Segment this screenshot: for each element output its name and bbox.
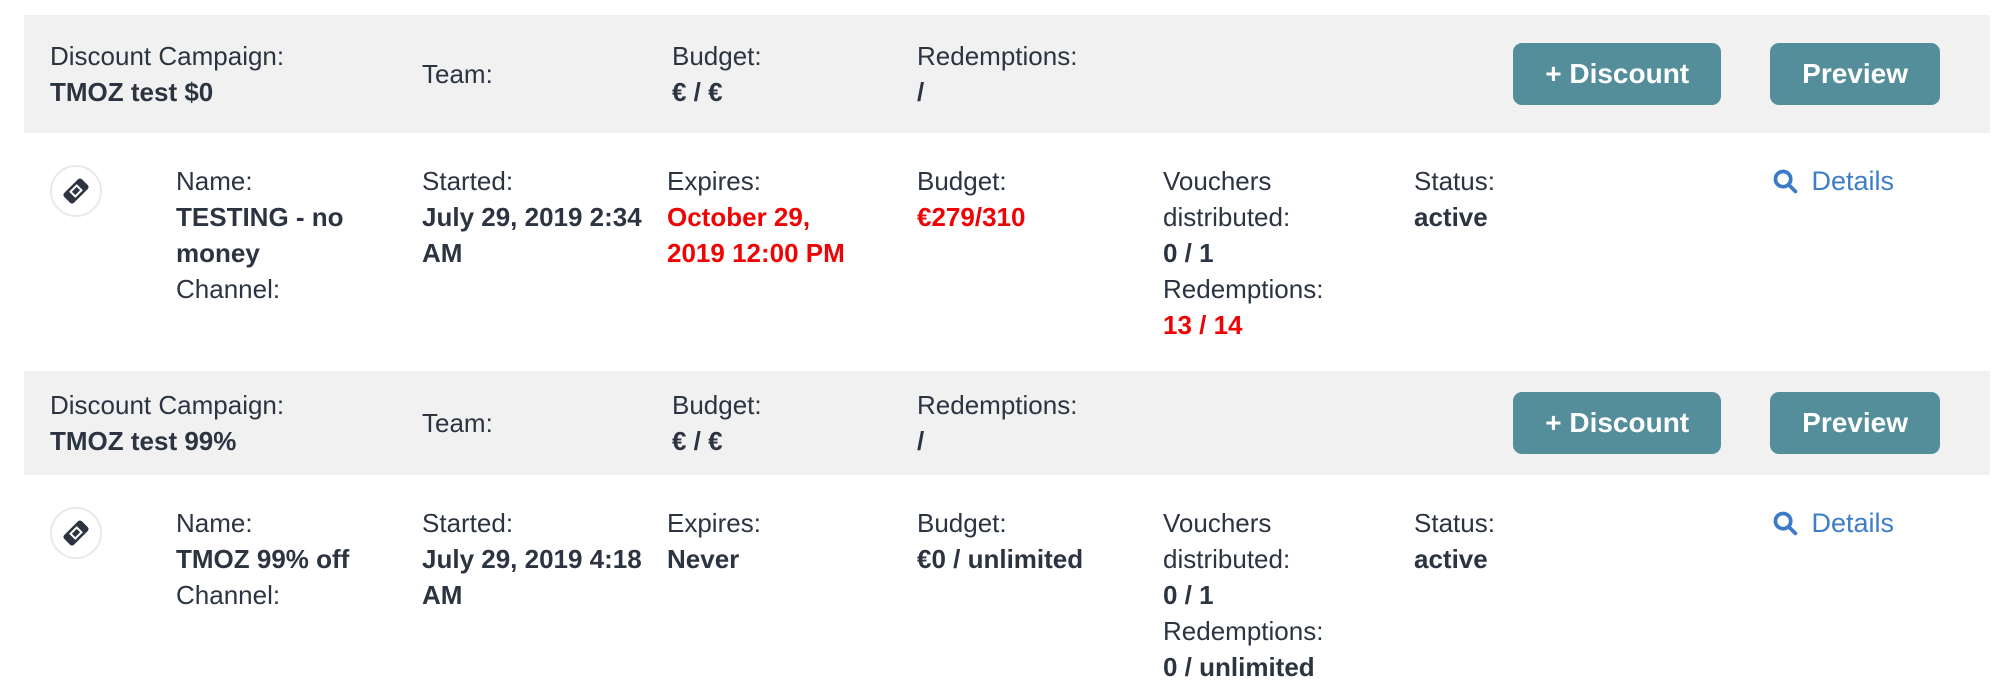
discount-name: TMOZ 99% off [176, 544, 350, 574]
redemptions-label: Redemptions: [917, 41, 1078, 71]
started-cell: Started: July 29, 2019 2:34 AM [422, 163, 657, 271]
redemptions-value: 0 / unlimited [1163, 652, 1315, 682]
started-label: Started: [422, 508, 514, 538]
status-value: active [1414, 202, 1488, 232]
status-label: Status: [1414, 166, 1495, 196]
started-value: July 29, 2019 4:18 AM [422, 544, 642, 610]
vouchers-cell: Vouchers distributed: 0 / 1 Redemptions:… [1163, 163, 1358, 343]
expires-label: Expires: [667, 166, 761, 196]
started-label: Started: [422, 166, 514, 196]
channel-label: Channel: [176, 274, 281, 304]
budget-cell: Budget: €0 / unlimited [917, 505, 1147, 577]
ticket-icon [50, 507, 102, 559]
redemptions-value: / [917, 77, 925, 107]
expires-label: Expires: [667, 508, 761, 538]
team-cell: Team: [422, 405, 672, 441]
search-icon [1774, 511, 1798, 535]
preview-button[interactable]: Preview [1770, 392, 1940, 454]
expires-value: October 29, 2019 12:00 PM [667, 202, 845, 268]
redemptions-label: Redemptions: [1163, 616, 1324, 646]
preview-button[interactable]: Preview [1770, 43, 1940, 105]
campaign-budget-cell: Budget: € / € [672, 387, 917, 459]
discount-name: TESTING - no money [176, 202, 344, 268]
vouchers-distributed-label: Vouchers distributed: [1163, 508, 1291, 574]
details-label: Details [1811, 166, 1894, 196]
status-cell: Status: active [1414, 505, 1584, 577]
campaign-actions: + Discount Preview [1513, 392, 1940, 454]
campaign-label: Discount Campaign: [50, 390, 285, 420]
team-label: Team: [422, 408, 493, 438]
campaign-name: TMOZ test 99% [50, 426, 237, 456]
vouchers-distributed-value: 0 / 1 [1163, 580, 1214, 610]
channel-label: Channel: [176, 580, 281, 610]
expires-cell: Expires: October 29, 2019 12:00 PM [667, 163, 872, 271]
campaign-redemptions-cell: Redemptions: / [917, 387, 1163, 459]
campaign-redemptions-cell: Redemptions: / [917, 38, 1163, 110]
discount-row: Name: TESTING - no money Channel: Starte… [24, 133, 1990, 371]
budget-label: Budget: [672, 41, 762, 71]
expires-value: Never [667, 544, 740, 574]
details-label: Details [1811, 508, 1894, 538]
redemptions-value: / [917, 426, 925, 456]
details-link[interactable]: Details [1771, 163, 1894, 199]
budget-value: € / € [672, 77, 723, 107]
name-cell: Name: TESTING - no money Channel: [176, 163, 376, 307]
name-label: Name: [176, 166, 253, 196]
team-cell: Team: [422, 56, 672, 92]
status-cell: Status: active [1414, 163, 1584, 235]
name-cell: Name: TMOZ 99% off Channel: [176, 505, 376, 613]
campaign-actions: + Discount Preview [1513, 43, 1940, 105]
add-discount-button[interactable]: + Discount [1513, 43, 1722, 105]
team-label: Team: [422, 59, 493, 89]
redemptions-label: Redemptions: [1163, 274, 1324, 304]
budget-label: Budget: [672, 390, 762, 420]
discount-icon-cell [50, 163, 176, 217]
discount-row: Name: TMOZ 99% off Channel: Started: Jul… [24, 475, 1990, 699]
budget-value: €0 / unlimited [917, 544, 1084, 574]
campaign-name: TMOZ test $0 [50, 77, 214, 107]
budget-label: Budget: [917, 166, 1007, 196]
ticket-icon [50, 165, 102, 217]
budget-value: €279/310 [917, 202, 1026, 232]
status-value: active [1414, 544, 1488, 574]
details-cell: Details [1771, 163, 1990, 201]
started-value: July 29, 2019 2:34 AM [422, 202, 642, 268]
search-icon [1774, 169, 1798, 193]
vouchers-distributed-label: Vouchers distributed: [1163, 166, 1291, 232]
redemptions-label: Redemptions: [917, 390, 1078, 420]
status-label: Status: [1414, 508, 1495, 538]
budget-value: € / € [672, 426, 723, 456]
vouchers-distributed-value: 0 / 1 [1163, 238, 1214, 268]
started-cell: Started: July 29, 2019 4:18 AM [422, 505, 657, 613]
redemptions-value: 13 / 14 [1163, 310, 1243, 340]
details-cell: Details [1771, 505, 1990, 543]
budget-label: Budget: [917, 508, 1007, 538]
vouchers-cell: Vouchers distributed: 0 / 1 Redemptions:… [1163, 505, 1358, 685]
budget-cell: Budget: €279/310 [917, 163, 1147, 235]
campaign-header-2: Discount Campaign: TMOZ test 99% Team: B… [24, 371, 1990, 475]
campaign-title-cell: Discount Campaign: TMOZ test $0 [50, 38, 422, 110]
campaign-header-1: Discount Campaign: TMOZ test $0 Team: Bu… [24, 15, 1990, 133]
discount-icon-cell [50, 505, 176, 559]
add-discount-button[interactable]: + Discount [1513, 392, 1722, 454]
expires-cell: Expires: Never [667, 505, 872, 577]
name-label: Name: [176, 508, 253, 538]
campaign-title-cell: Discount Campaign: TMOZ test 99% [50, 387, 422, 459]
discount-campaign-list: Discount Campaign: TMOZ test $0 Team: Bu… [24, 15, 1990, 699]
campaign-budget-cell: Budget: € / € [672, 38, 917, 110]
details-link[interactable]: Details [1771, 505, 1894, 541]
campaign-label: Discount Campaign: [50, 41, 285, 71]
